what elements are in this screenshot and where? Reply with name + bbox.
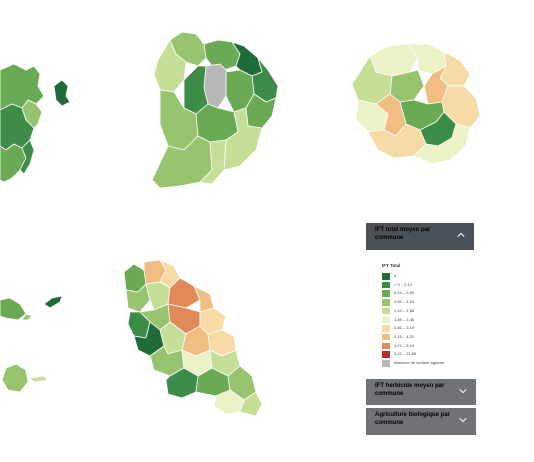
commune-shape[interactable]	[0, 297, 27, 321]
territory-mayotte	[0, 295, 63, 393]
legend-label: Absence de surface agricole	[394, 360, 445, 365]
legend-swatch	[382, 307, 390, 315]
legend-swatch	[382, 273, 390, 280]
commune-shape[interactable]	[367, 123, 427, 159]
legend-label: 1,24 – 1,88	[394, 307, 415, 313]
legend-swatch	[382, 333, 390, 341]
legend-row: 0,59 – 1,24	[382, 299, 466, 307]
legend-row: 1,88 – 2,46	[382, 316, 466, 325]
commune-shape[interactable]	[0, 143, 27, 183]
territory-martinique	[123, 259, 263, 417]
commune-shape[interactable]	[43, 295, 63, 309]
legend-row: 2,46 – 3,19	[382, 325, 466, 333]
territory-guadeloupe	[0, 63, 71, 183]
territory-guyane	[151, 31, 279, 189]
legend-row: 0	[382, 273, 466, 281]
legend-swatch	[382, 316, 390, 323]
legend-title: IFT Total	[382, 263, 401, 268]
legend-row: > 0 – 0,14	[382, 281, 466, 290]
legend-label: 4,21 – 5,24	[394, 342, 415, 348]
legend-swatch	[382, 299, 390, 306]
legend-row: 5,24 – 21,56	[382, 351, 466, 359]
legend-row: 0,14 – 0,59	[382, 290, 466, 298]
commune-shape[interactable]	[239, 391, 263, 417]
commune-shape[interactable]	[223, 107, 263, 171]
chevron-down-icon	[459, 418, 467, 423]
legend-row: 4,21 – 5,24	[382, 342, 466, 351]
legend-label: 1,88 – 2,46	[394, 316, 415, 322]
legend-row: 3,19 – 4,21	[382, 333, 466, 342]
commune-shape[interactable]	[369, 43, 419, 77]
accordion-ift-total-title: IFT total moyen par commune	[375, 227, 431, 241]
territory-reunion	[351, 43, 481, 165]
accordion-ift-herbicide[interactable]: IFT herbicide moyen par commune	[366, 379, 476, 405]
legend-label: > 0 – 0,14	[394, 281, 412, 287]
legend-label: 5,24 – 21,56	[394, 351, 417, 357]
legend-label: 0,59 – 1,24	[394, 299, 415, 305]
commune-shape[interactable]	[199, 139, 227, 185]
commune-shape[interactable]	[0, 63, 45, 111]
commune-shape[interactable]	[19, 139, 35, 175]
commune-shape[interactable]	[1, 363, 29, 393]
legend-swatch	[382, 360, 390, 367]
legend-row: 1,24 – 1,88	[382, 307, 466, 316]
legend: IFT Total 0 > 0 – 0,14 0,14 – 0,59 0,59 – 1…	[372, 258, 464, 374]
commune-shape[interactable]	[413, 123, 471, 165]
legend-label: 3,19 – 4,21	[394, 333, 415, 339]
accordion-ift-total[interactable]: IFT total moyen par commune	[366, 223, 474, 250]
legend-swatch	[382, 290, 390, 297]
legend-swatch	[382, 351, 390, 358]
legend-row: Absence de surface agricole	[382, 360, 466, 368]
legend-swatch	[382, 325, 390, 332]
commune-shape[interactable]	[21, 99, 43, 129]
legend-label: 0,14 – 0,59	[394, 290, 415, 296]
commune-shape[interactable]	[21, 313, 33, 321]
chevron-down-icon	[459, 389, 467, 394]
accordion-ift-herbicide-title: IFT herbicide moyen par commune	[375, 383, 445, 397]
accordion-agriculture-bio[interactable]: Agriculture biologique par commune	[366, 408, 476, 435]
legend-label: 0	[394, 273, 397, 278]
accordion-agriculture-bio-title: Agriculture biologique par commune	[375, 412, 451, 426]
legend-swatch	[382, 281, 390, 289]
commune-shape[interactable]	[29, 375, 49, 383]
chevron-up-icon	[457, 232, 465, 237]
legend-swatch	[382, 342, 390, 350]
commune-shape[interactable]	[53, 79, 71, 107]
legend-label: 2,46 – 3,19	[394, 325, 415, 331]
